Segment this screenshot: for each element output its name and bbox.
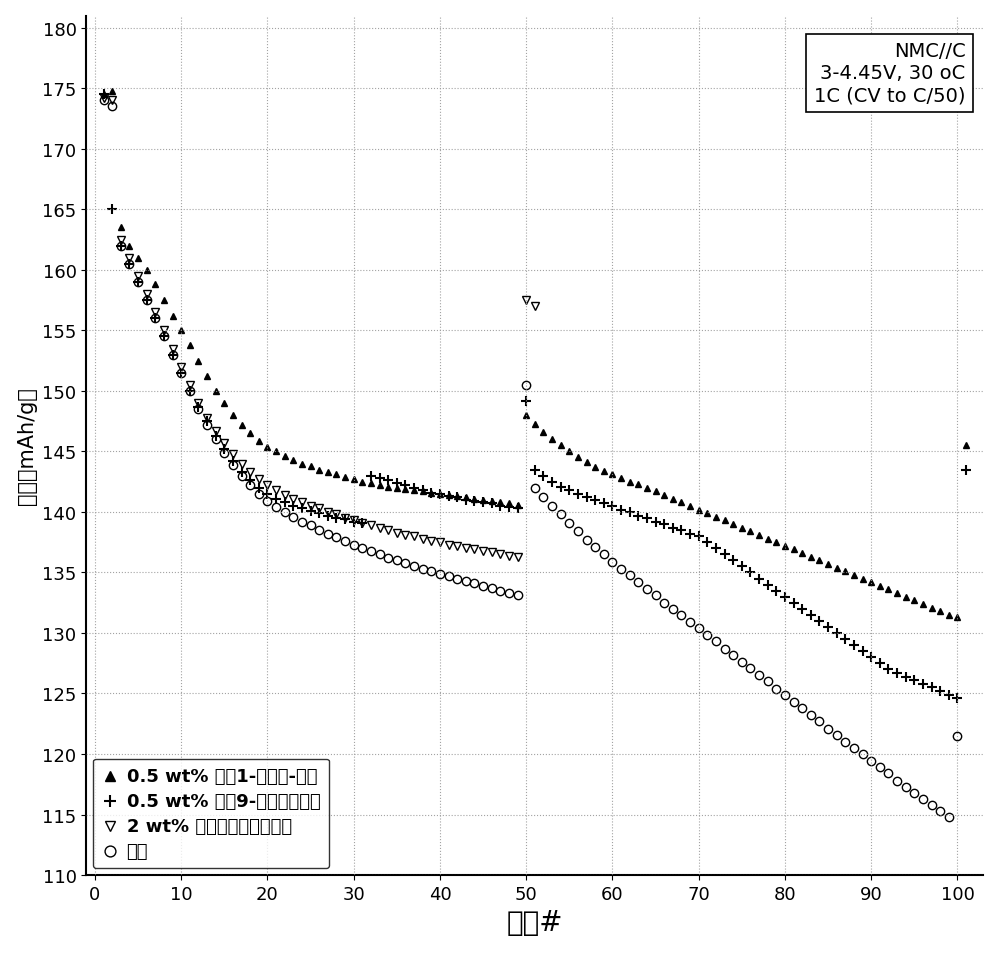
2 wt% 聚（六氟环氧丙烷） — [236, 458, 248, 470]
0.5 wt% 聚（9-乙烯基咋唑） — [744, 567, 756, 578]
0.5 wt% 聚（1-十六烯-砒） — [106, 86, 118, 97]
2 wt% 聚（六氟环氧丙烷） — [529, 301, 541, 313]
Line: 2 wt% 聚（六氟环氧丙烷）: 2 wt% 聚（六氟环氧丙烷） — [99, 94, 539, 561]
2 wt% 聚（六氟环氧丙烷） — [408, 531, 420, 542]
Y-axis label: 容量（mAh/g）: 容量（mAh/g） — [17, 387, 37, 505]
对照 — [943, 811, 955, 822]
0.5 wt% 聚（1-十六烯-砒） — [960, 440, 972, 452]
Line: 0.5 wt% 聚（9-乙烯基咋唑）: 0.5 wt% 聚（9-乙烯基咋唑） — [99, 91, 971, 703]
0.5 wt% 聚（9-乙烯基咋唑） — [701, 537, 713, 548]
0.5 wt% 聚（9-乙烯基咋唑） — [313, 508, 325, 519]
0.5 wt% 聚（9-乙烯基咋唑） — [494, 500, 506, 512]
2 wt% 聚（六氟环氧丙烷） — [382, 525, 394, 537]
0.5 wt% 聚（9-乙烯基咋唑） — [951, 693, 963, 704]
对照 — [882, 768, 894, 780]
对照 — [908, 787, 920, 799]
2 wt% 聚（六氟环氧丙烷） — [192, 397, 204, 409]
0.5 wt% 聚（1-十六烯-砒） — [503, 498, 515, 510]
0.5 wt% 聚（1-十六烯-砒） — [322, 467, 334, 478]
对照 — [261, 496, 273, 507]
0.5 wt% 聚（9-乙烯基咋唑） — [98, 90, 110, 101]
0.5 wt% 聚（9-乙烯基咋唑） — [960, 464, 972, 476]
0.5 wt% 聚（1-十六烯-砒） — [624, 476, 636, 488]
0.5 wt% 聚（1-十六烯-砒） — [98, 90, 110, 101]
2 wt% 聚（六氟环氧丙烷） — [512, 552, 524, 563]
Text: NMC//C
3-4.45V, 30 oC
1C (CV to C/50): NMC//C 3-4.45V, 30 oC 1C (CV to C/50) — [814, 42, 965, 106]
对照 — [606, 557, 618, 568]
0.5 wt% 聚（9-乙烯基咋唑） — [158, 332, 170, 343]
对照 — [951, 730, 963, 741]
Legend: 0.5 wt% 聚（1-十六烯-砒）, 0.5 wt% 聚（9-乙烯基咋唑）, 2 wt% 聚（六氟环氧丙烷）, 对照: 0.5 wt% 聚（1-十六烯-砒）, 0.5 wt% 聚（9-乙烯基咋唑）, … — [93, 759, 329, 868]
0.5 wt% 聚（9-乙烯基咋唑） — [615, 504, 627, 516]
2 wt% 聚（六氟环氧丙烷） — [98, 93, 110, 105]
Line: 对照: 对照 — [99, 97, 962, 821]
0.5 wt% 聚（1-十六烯-砒） — [951, 612, 963, 623]
Line: 0.5 wt% 聚（1-十六烯-砒）: 0.5 wt% 聚（1-十六烯-砒） — [100, 88, 970, 621]
对照 — [98, 95, 110, 107]
2 wt% 聚（六氟环氧丙烷） — [520, 295, 532, 307]
对照 — [537, 492, 549, 503]
2 wt% 聚（六氟环氧丙烷） — [227, 449, 239, 460]
0.5 wt% 聚（1-十六烯-砒） — [167, 311, 179, 322]
对照 — [296, 517, 308, 528]
0.5 wt% 聚（1-十六烯-砒） — [710, 512, 722, 523]
0.5 wt% 聚（1-十六烯-砒） — [753, 530, 765, 541]
X-axis label: 循环#: 循环# — [507, 908, 563, 937]
